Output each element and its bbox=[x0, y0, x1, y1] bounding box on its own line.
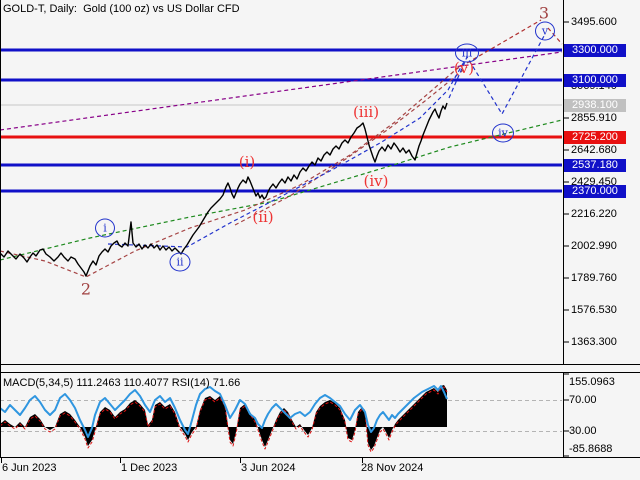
level-price-badge: 3100.000 bbox=[564, 73, 626, 87]
blue-support bbox=[107, 59, 466, 248]
purple-projection bbox=[0, 51, 563, 131]
y-axis-tick-label: 1363.300 bbox=[571, 336, 617, 348]
wave-label-(v): (v) bbox=[453, 59, 475, 77]
green-support bbox=[0, 119, 563, 261]
chart-title: GOLD-T, Daily: Gold (100 oz) vs US Dolla… bbox=[3, 3, 240, 15]
wave-circle-label-ii: ii bbox=[169, 252, 191, 272]
date-label: 28 Nov 2024 bbox=[361, 462, 424, 474]
date-label: 1 Dec 2023 bbox=[121, 462, 178, 474]
rsi-line bbox=[0, 385, 448, 438]
level-price-badge: 2370.000 bbox=[564, 184, 626, 198]
date-label: 6 Jun 2023 bbox=[2, 462, 57, 474]
wave-label-(i): (i) bbox=[238, 153, 256, 171]
level-price-badge: 2537.180 bbox=[564, 158, 626, 172]
time-axis[interactable] bbox=[0, 457, 640, 480]
y-axis-tick-label: 1576.530 bbox=[571, 304, 617, 316]
date-label: 3 Jun 2024 bbox=[241, 462, 296, 474]
macd-signal-line bbox=[0, 386, 448, 453]
wave-label-2: 2 bbox=[80, 279, 92, 299]
brown-channel-upper bbox=[234, 66, 468, 226]
wave-label-(ii): (ii) bbox=[252, 208, 274, 226]
oscillator-tick-label: 30.00 bbox=[569, 425, 597, 437]
blue-projection-zigzag bbox=[448, 35, 545, 115]
price-axis[interactable] bbox=[563, 0, 640, 457]
level-price-badge: 2725.200 bbox=[564, 130, 626, 144]
oscillator-tick-label: 70.00 bbox=[569, 394, 597, 406]
wave-circle-label-iii: iii bbox=[455, 43, 479, 63]
current-price-badge: 2938.100 bbox=[564, 98, 626, 112]
level-price-badge: 3300.000 bbox=[564, 43, 626, 57]
y-axis-tick-label: 1789.760 bbox=[571, 272, 617, 284]
indicator-label: MACD(5,34,5) 111.2463 110.4077 RSI(14) 7… bbox=[3, 377, 241, 389]
indicator-panel-area[interactable] bbox=[0, 372, 562, 457]
y-axis-tick-label: 2855.910 bbox=[571, 112, 617, 124]
oscillator-tick-label: -85.8688 bbox=[569, 443, 613, 455]
y-axis-tick-label: 2216.220 bbox=[571, 208, 617, 220]
wave-label-(iv): (iv) bbox=[363, 172, 389, 190]
y-axis-tick-label: 2002.990 bbox=[571, 240, 617, 252]
wave-circle-label-iv: iv bbox=[492, 123, 514, 143]
wave-circle-label-v: v bbox=[535, 21, 555, 41]
y-axis-tick-label: 3495.600 bbox=[571, 16, 617, 28]
wave-label-3: 3 bbox=[538, 3, 550, 23]
wave-circle-label-i: i bbox=[95, 218, 115, 238]
wave-label-(iii): (iii) bbox=[352, 103, 380, 121]
oscillator-tick-label: 155.0963 bbox=[569, 376, 615, 388]
main-chart-area[interactable] bbox=[0, 0, 562, 364]
y-axis-tick-label: 2642.680 bbox=[571, 144, 617, 156]
macd-histogram bbox=[0, 385, 447, 450]
price-line bbox=[0, 102, 448, 277]
